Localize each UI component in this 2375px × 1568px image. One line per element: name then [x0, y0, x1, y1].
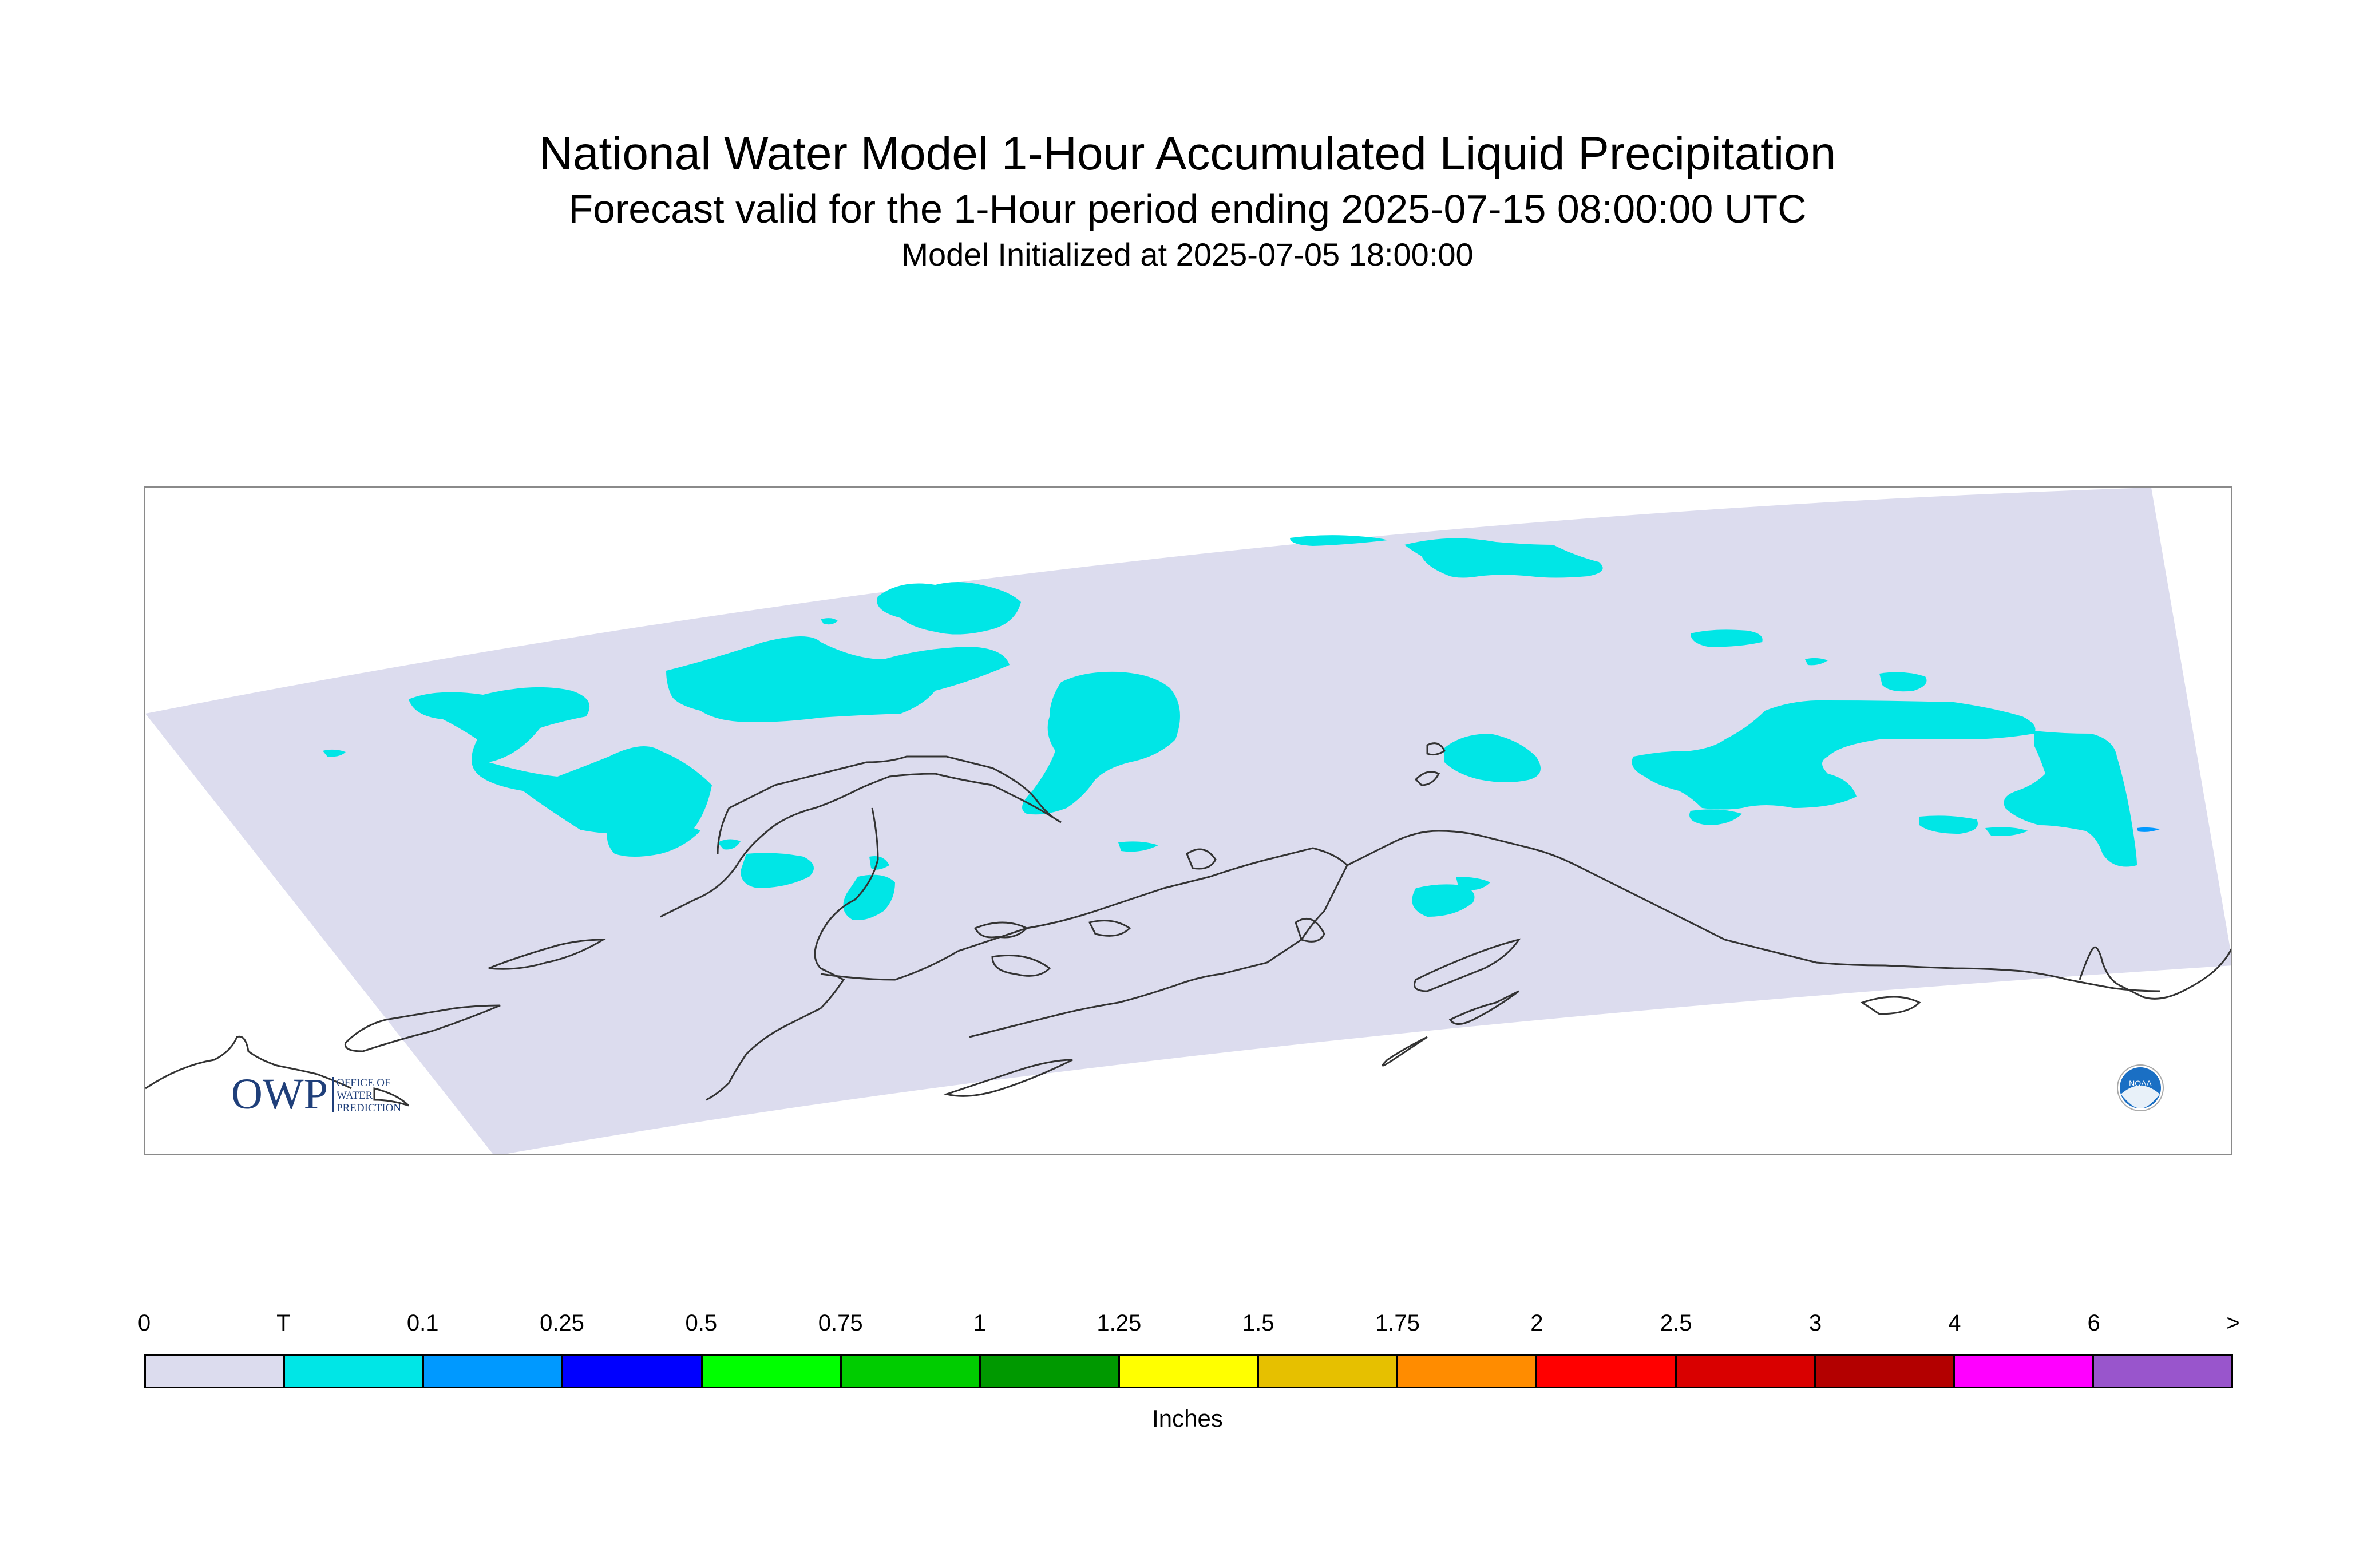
- precip-area: [1412, 884, 1475, 917]
- precip-area: [323, 749, 346, 757]
- precip-area: [821, 618, 838, 625]
- colorbar-tick-label: 3: [1808, 1310, 1822, 1336]
- island: [1860, 996, 1921, 1015]
- island: [1186, 848, 1217, 870]
- precip-area: [1632, 700, 2036, 810]
- precip-area: [1022, 671, 1180, 815]
- coastline-east: [2079, 946, 2231, 1000]
- precip-area: [869, 856, 889, 870]
- island: [991, 955, 1051, 977]
- island: [1414, 771, 1440, 786]
- colorbar-swatch: [980, 1356, 1120, 1387]
- precipitation-map: OWP OFFICE OF WATER PREDICTION NOAA: [144, 486, 2232, 1155]
- colorbar-tick-label: T: [276, 1310, 291, 1336]
- colorbar-swatch: [702, 1356, 842, 1387]
- island: [1295, 917, 1325, 943]
- precip-area: [843, 874, 895, 920]
- precip-area: [1456, 877, 1490, 890]
- colorbar-tick-label: 0.5: [685, 1310, 718, 1336]
- colorbar-tick-label: 0: [137, 1310, 151, 1336]
- precip-area: [718, 839, 741, 850]
- colorbar-swatch: [1259, 1356, 1399, 1387]
- map-title: National Water Model 1-Hour Accumulated …: [539, 128, 1836, 180]
- precip-area: [607, 821, 700, 857]
- owp-logo: OWP OFFICE OF WATER PREDICTION: [231, 1070, 401, 1118]
- coastline-western-alaska: [660, 755, 1062, 918]
- island: [943, 1059, 1073, 1097]
- colorbar-tick-label: 2.5: [1660, 1310, 1692, 1336]
- precip-area: [741, 853, 814, 888]
- island: [1414, 938, 1521, 992]
- island: [488, 939, 607, 970]
- svg-text:PREDICTION: PREDICTION: [337, 1102, 401, 1114]
- precip-area-light-blue: [2137, 827, 2160, 832]
- colorbar-tick-label: >: [2226, 1310, 2240, 1336]
- map-subtitle: Forecast valid for the 1-Hour period end…: [568, 187, 1807, 231]
- svg-text:OFFICE OF: OFFICE OF: [337, 1077, 391, 1089]
- precip-area: [409, 687, 712, 834]
- colorbar-tick-label: 0.1: [406, 1310, 439, 1336]
- precip-area: [1444, 734, 1541, 782]
- precip-area: [1290, 535, 1387, 546]
- noaa-logo: NOAA: [2117, 1064, 2164, 1111]
- island: [1088, 920, 1131, 937]
- colorbar-swatch: [1537, 1356, 1677, 1387]
- precip-area: [1805, 658, 1828, 666]
- colorbar-tick-label: 1.25: [1097, 1310, 1142, 1336]
- coastline-southern: [1347, 830, 2160, 992]
- colorbar-tick-label: 1.75: [1375, 1310, 1420, 1336]
- svg-text:WATER: WATER: [337, 1090, 373, 1102]
- colorbar-tick-label: 4: [1948, 1310, 1961, 1336]
- colorbar-swatch: [841, 1356, 981, 1387]
- colorbar-tick-label: 0.25: [540, 1310, 584, 1336]
- svg-text:OWP: OWP: [231, 1070, 328, 1118]
- coastline-interior: [706, 807, 879, 1101]
- colorbar-tick-label: 1: [973, 1310, 987, 1336]
- island: [1382, 1036, 1428, 1067]
- model-domain-area: [145, 488, 2231, 1154]
- colorbar-tick-label: 6: [2087, 1310, 2100, 1336]
- colorbar-swatch: [1815, 1356, 1955, 1387]
- colorbar-swatch: [146, 1356, 286, 1387]
- colorbar-units: Inches: [1152, 1405, 1223, 1432]
- colorbar-tick-label: 1.5: [1242, 1310, 1274, 1336]
- colorbar-swatch: [1676, 1356, 1816, 1387]
- coastlines: [145, 742, 2231, 1107]
- initialization-time: Model Initialized at 2025-07-05 18:00:00: [901, 236, 1474, 272]
- precip-area: [2004, 731, 2137, 867]
- colorbar-tick-label: 2: [1530, 1310, 1543, 1336]
- colorbar-swatch: [1954, 1356, 2094, 1387]
- coastline-mainland: [145, 1035, 352, 1090]
- colorbar-swatch: [563, 1356, 703, 1387]
- colorbar-swatch: [424, 1356, 564, 1387]
- colorbar-swatch: [2093, 1356, 2232, 1387]
- precip-area: [1404, 538, 1603, 578]
- precip-area: [1919, 815, 1978, 834]
- island: [344, 1004, 501, 1052]
- precipitation-colorbar: [144, 1354, 2233, 1388]
- precip-area: [1691, 629, 1763, 647]
- precipitation-areas: [323, 535, 2137, 920]
- precip-area: [1118, 841, 1158, 852]
- precip-area: [1985, 827, 2028, 836]
- island: [1426, 742, 1446, 756]
- precip-area: [1879, 672, 1927, 692]
- coastline-peninsula: [820, 847, 1348, 1038]
- svg-text:NOAA: NOAA: [2129, 1079, 2152, 1088]
- island: [1448, 990, 1519, 1025]
- colorbar-swatch: [285, 1356, 425, 1387]
- precip-area: [877, 582, 1021, 635]
- colorbar-swatch: [1398, 1356, 1538, 1387]
- island: [373, 1087, 410, 1107]
- precip-area: [666, 636, 1010, 722]
- island: [973, 921, 1028, 939]
- colorbar-swatch: [1119, 1356, 1260, 1387]
- colorbar-tick-labels: 0 T 0.1 0.25 0.5 0.75 1 1.25 1.5 1.75 2 2.5 3 4 6 >: [138, 1310, 2240, 1345]
- colorbar-tick-label: 0.75: [818, 1310, 863, 1336]
- precip-area: [1689, 809, 1742, 825]
